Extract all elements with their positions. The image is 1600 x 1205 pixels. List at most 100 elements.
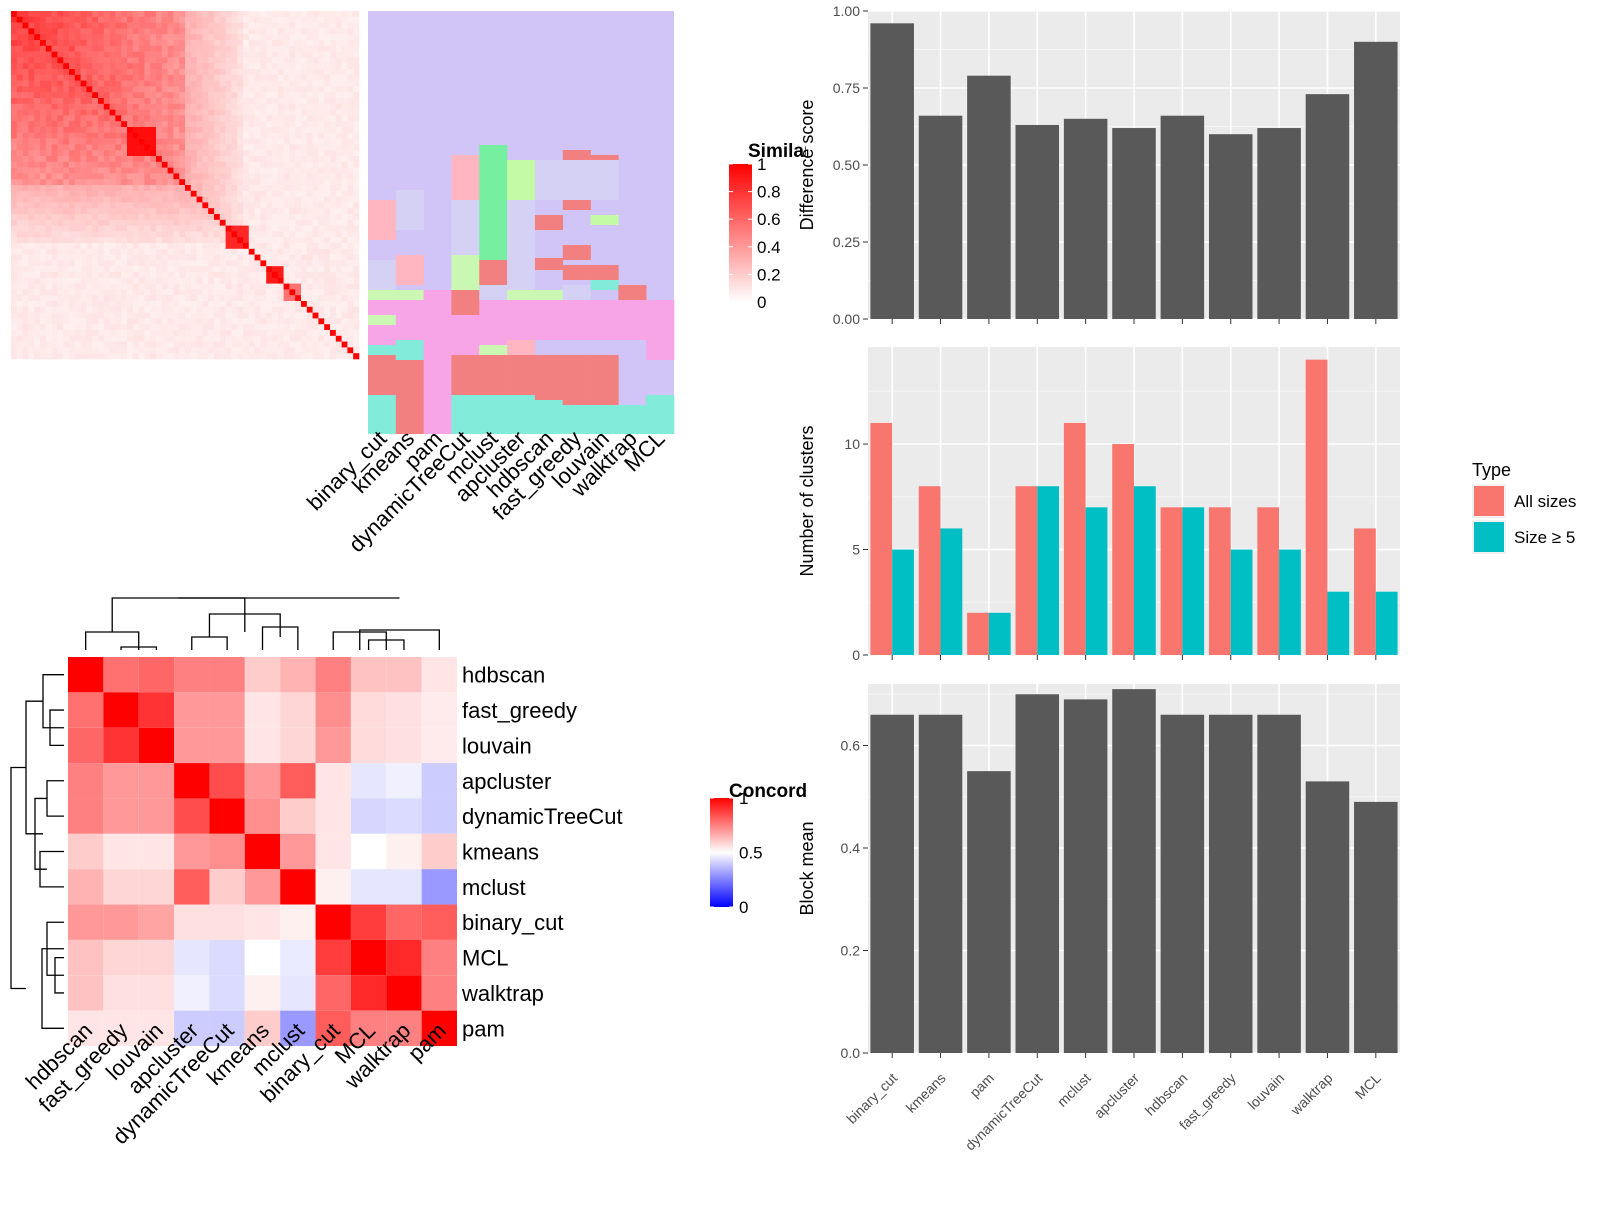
similarity-cell — [69, 341, 76, 348]
similarity-cell — [225, 86, 232, 93]
similarity-cell — [237, 306, 244, 313]
similarity-cell — [295, 132, 302, 139]
similarity-cell — [173, 74, 180, 81]
similarity-cell — [74, 353, 81, 360]
similarity-cell — [115, 34, 122, 41]
similarity-cell — [347, 92, 354, 99]
similarity-cell — [243, 173, 250, 180]
similarity-cell — [45, 208, 52, 215]
similarity-cell — [63, 57, 70, 64]
similarity-cell — [86, 214, 93, 221]
similarity-cell — [341, 353, 348, 360]
similarity-cell — [225, 202, 232, 209]
similarity-cell — [167, 173, 174, 180]
similarity-cell — [86, 254, 93, 261]
similarity-cell — [22, 16, 29, 23]
similarity-cell — [167, 330, 174, 337]
similarity-cell — [57, 301, 64, 308]
cluster-block — [479, 145, 508, 260]
similarity-cell — [335, 318, 342, 325]
similarity-cell — [196, 74, 203, 81]
similarity-cell — [301, 190, 308, 197]
similarity-cell — [185, 22, 192, 29]
similarity-cell — [57, 190, 64, 197]
similarity-cell — [353, 74, 360, 81]
similarity-cell — [324, 103, 331, 110]
similarity-cell — [98, 80, 105, 87]
similarity-cell — [231, 92, 238, 99]
concordance-cell — [386, 833, 422, 870]
similarity-cell — [277, 312, 284, 319]
bar — [1015, 486, 1038, 655]
similarity-cell — [103, 272, 110, 279]
similarity-cell — [16, 138, 23, 145]
similarity-cell — [173, 248, 180, 255]
similarity-cell — [312, 237, 319, 244]
similarity-cell — [260, 103, 267, 110]
similarity-cell — [80, 301, 87, 308]
similarity-cell — [103, 341, 110, 348]
concordance-cell — [68, 975, 104, 1011]
similarity-cell — [353, 272, 360, 279]
similarity-cell — [69, 295, 76, 302]
similarity-cell — [347, 214, 354, 221]
similarity-cell — [243, 196, 250, 203]
similarity-cell — [109, 103, 116, 110]
similarity-cell — [341, 225, 348, 232]
legend-key — [1474, 522, 1504, 552]
similarity-cell — [103, 190, 110, 197]
similarity-cell — [92, 190, 99, 197]
similarity-cell — [202, 260, 209, 267]
similarity-cell — [347, 266, 354, 273]
similarity-cell — [277, 301, 284, 308]
similarity-cell — [231, 202, 238, 209]
similarity-cell — [347, 103, 354, 110]
similarity-cell — [80, 330, 87, 337]
similarity-cell — [330, 11, 337, 18]
similarity-cell — [231, 243, 238, 250]
similarity-cell — [16, 277, 23, 284]
similarity-cell — [98, 289, 105, 296]
similarity-cell — [63, 347, 70, 354]
similarity-cell — [127, 318, 134, 325]
similarity-cell — [103, 34, 110, 41]
similarity-cell — [57, 22, 64, 29]
similarity-cell — [40, 335, 47, 342]
similarity-cell — [312, 196, 319, 203]
similarity-cell — [237, 167, 244, 174]
similarity-cell — [266, 283, 273, 290]
similarity-cell — [80, 115, 87, 122]
similarity-cell — [40, 40, 47, 47]
similarity-cell — [57, 16, 64, 23]
similarity-cell — [353, 225, 360, 232]
similarity-cell — [260, 45, 267, 52]
similarity-cell — [150, 57, 157, 64]
similarity-cell — [277, 295, 284, 302]
similarity-cell — [179, 115, 186, 122]
similarity-cell — [277, 132, 284, 139]
similarity-cell — [219, 45, 226, 52]
similarity-cell — [156, 266, 163, 273]
similarity-cell — [179, 28, 186, 35]
similarity-cell — [167, 45, 174, 52]
similarity-cell — [63, 109, 70, 116]
similarity-cell — [185, 161, 192, 168]
similarity-cell — [63, 243, 70, 250]
similarity-cell — [266, 86, 273, 93]
similarity-cell — [353, 40, 360, 47]
similarity-cell — [318, 150, 325, 157]
similarity-cell — [335, 289, 342, 296]
similarity-cell — [86, 103, 93, 110]
similarity-cell — [214, 243, 221, 250]
similarity-cell — [173, 272, 180, 279]
y-tick-label: 0.0 — [841, 1045, 861, 1061]
similarity-cell — [74, 63, 81, 70]
similarity-cell — [138, 92, 145, 99]
similarity-cell — [69, 16, 76, 23]
similarity-cell — [248, 98, 255, 105]
similarity-cell — [86, 225, 93, 232]
similarity-cell — [277, 185, 284, 192]
similarity-cell — [127, 40, 134, 47]
similarity-cell — [324, 254, 331, 261]
similarity-cell — [144, 144, 151, 151]
